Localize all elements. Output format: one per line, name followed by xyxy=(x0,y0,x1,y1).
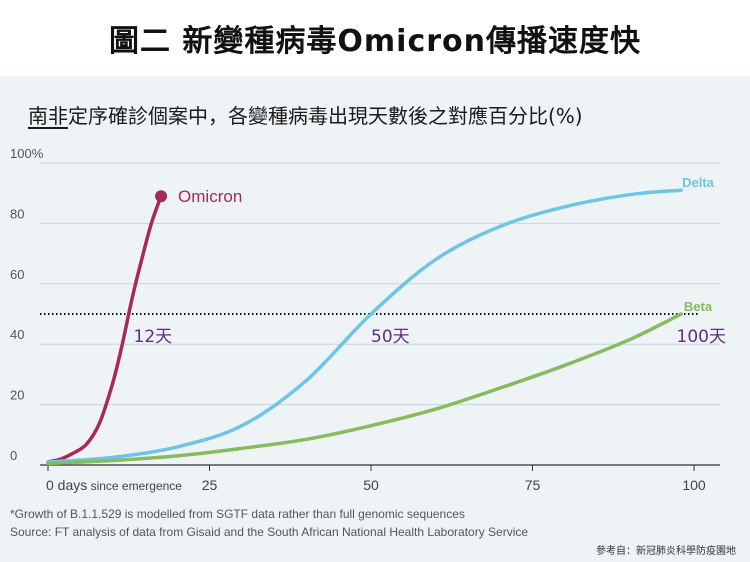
chart-title-underlined: 南非 xyxy=(28,104,68,128)
axes: 0 20 40 60 80 100% 0 days since emergence 25 50 7… xyxy=(10,146,720,493)
series-lines xyxy=(46,188,683,466)
y-tick-label: 20 xyxy=(10,388,24,403)
reference-note: 參考自：新冠肺炎科學防疫園地 xyxy=(596,546,736,557)
series-label-beta: Beta xyxy=(684,299,713,314)
x-tick-label: 0 days since emergence xyxy=(46,477,182,493)
chart-title-rest: 定序確診個案中，各變種病毒出現天數後之對應百分比(%) xyxy=(68,104,583,128)
x-tick-label: 50 xyxy=(363,477,379,493)
series-label-omicron: Omicron xyxy=(178,187,242,206)
series-line-delta xyxy=(46,188,683,464)
x-tick-label: 75 xyxy=(525,477,541,493)
page-title: 圖二 新變種病毒Omicron傳播速度快 xyxy=(108,24,642,59)
chart-labels: Omicron Delta Beta 12天 50天 100天 xyxy=(134,175,726,347)
gridlines xyxy=(40,162,720,406)
day-annotation: 50天 xyxy=(371,327,410,347)
chart-panel xyxy=(0,76,750,562)
chart-title: 南非定序確診個案中，各變種病毒出現天數後之對應百分比(%) xyxy=(28,100,728,129)
series-line-omicron xyxy=(46,194,163,464)
day-annotation: 100天 xyxy=(677,327,726,347)
day-annotation: 12天 xyxy=(134,327,173,347)
x-tick-label: 100 xyxy=(682,477,706,493)
y-tick-label: 0 xyxy=(10,448,17,463)
series-label-delta: Delta xyxy=(682,175,715,190)
y-tick-label: 100% xyxy=(10,146,44,161)
y-tick-label: 40 xyxy=(10,327,24,342)
y-tick-label: 60 xyxy=(10,267,24,282)
footnote-source: Source: FT analysis of data from Gisaid … xyxy=(10,525,529,539)
y-tick-label: 80 xyxy=(10,206,24,221)
footnote-growth: *Growth of B.1.1.529 is modelled from SG… xyxy=(10,507,465,521)
series-line-beta xyxy=(46,312,683,466)
series-end-marker-omicron xyxy=(155,190,168,203)
x-tick-label: 25 xyxy=(202,477,218,493)
